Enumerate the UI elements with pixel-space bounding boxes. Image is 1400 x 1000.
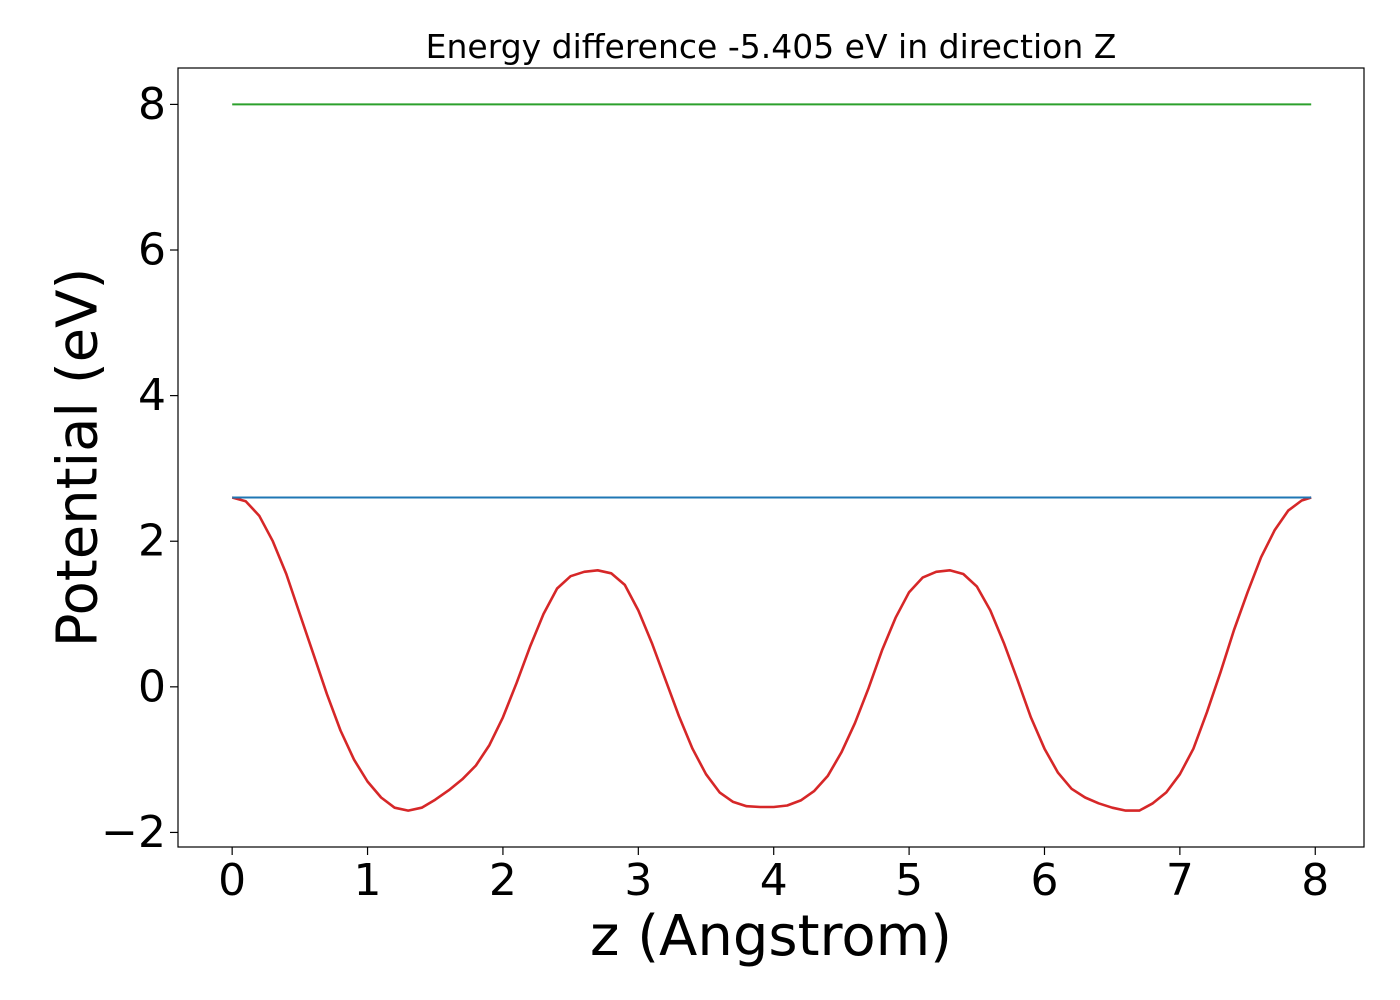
x-tick-label: 0: [218, 855, 246, 906]
y-tick-label: 0: [138, 661, 166, 712]
y-tick-label: −2: [101, 807, 166, 858]
chart-title: Energy difference -5.405 eV in direction…: [426, 27, 1117, 66]
y-tick-label: 6: [138, 225, 166, 276]
y-tick-label: 4: [138, 370, 166, 421]
y-tick-label: 8: [138, 79, 166, 130]
x-tick-label: 7: [1166, 855, 1194, 906]
plot-frame: [177, 67, 1365, 848]
x-tick-label: 3: [624, 855, 652, 906]
series-line-1: [231, 496, 1312, 812]
x-axis-ticks: 0 1 2 3 4 5 6 7 8: [218, 847, 1329, 906]
y-axis-label: Potential (eV): [46, 268, 111, 648]
series-layer: [231, 103, 1312, 812]
x-tick-label: 1: [354, 855, 382, 906]
x-tick-label: 5: [895, 855, 923, 906]
x-axis-label: z (Angstrom): [590, 904, 952, 969]
x-tick-label: 8: [1301, 855, 1329, 906]
y-axis-ticks: −2 0 2 4 6 8: [101, 79, 178, 858]
x-tick-label: 2: [489, 855, 517, 906]
x-tick-label: 6: [1030, 855, 1058, 906]
y-tick-label: 2: [138, 516, 166, 567]
x-tick-label: 4: [760, 855, 788, 906]
